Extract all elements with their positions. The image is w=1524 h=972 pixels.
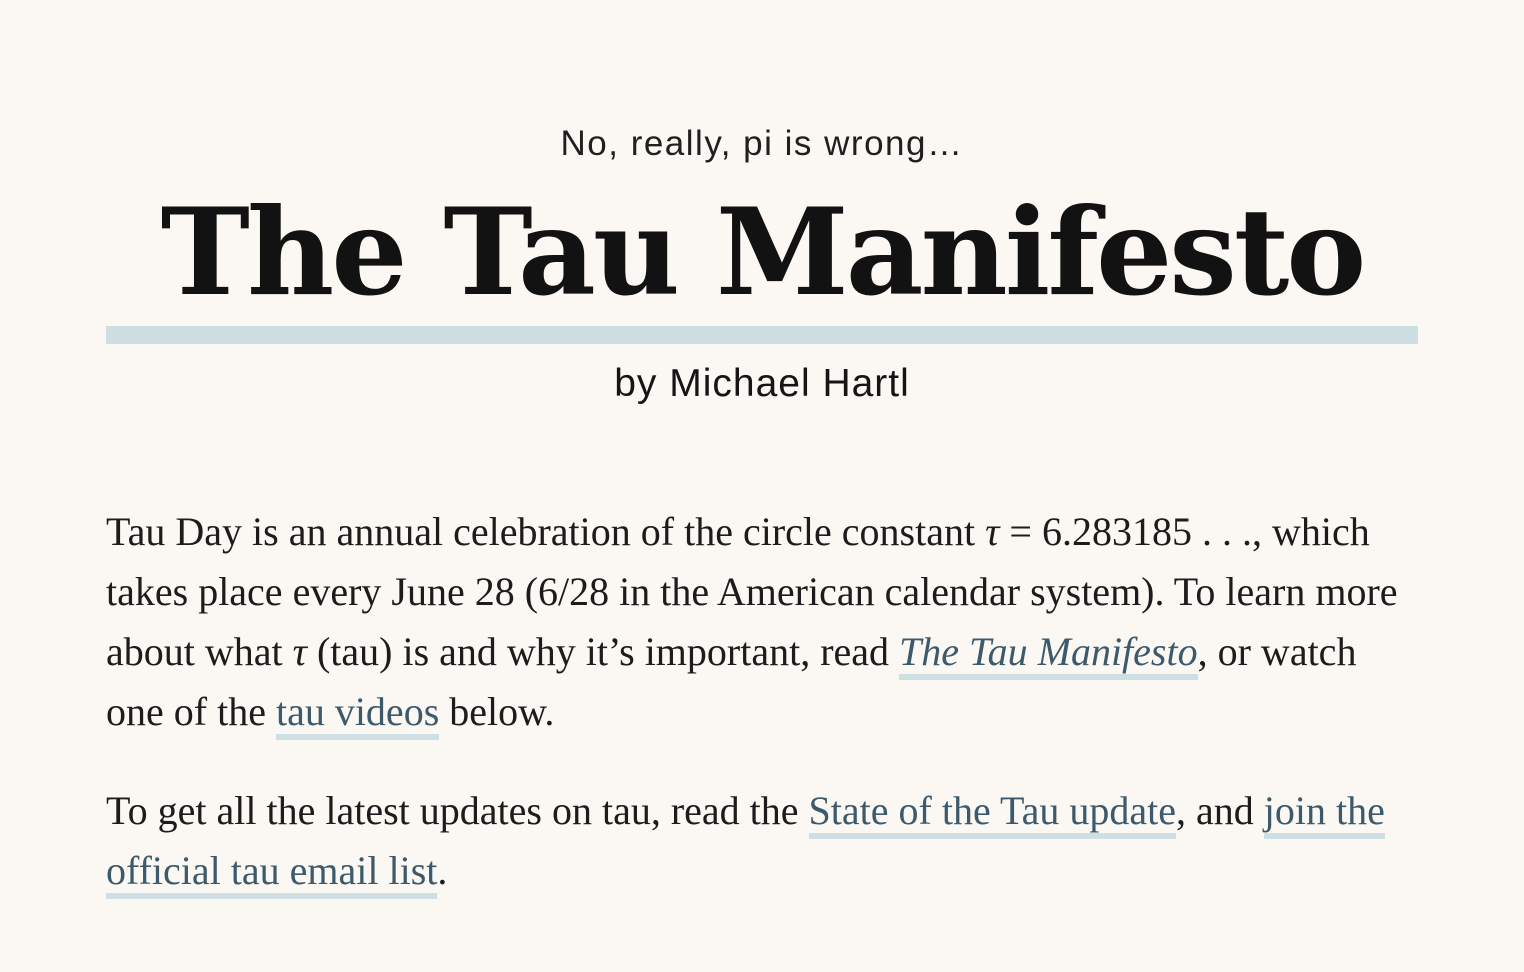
text-segment: .: [437, 848, 448, 893]
text-segment: (tau) is and why it’s important, read: [306, 629, 900, 674]
tau-manifesto-link[interactable]: The Tau Manifesto: [899, 629, 1198, 680]
text-segment: below.: [439, 689, 555, 734]
tau-email-list-link[interactable]: join the official tau email list: [106, 788, 1385, 899]
tagline: No, really, pi is wrong…: [560, 124, 964, 163]
intro-paragraph-1: Tau Day is an annual celebration of the …: [106, 502, 1406, 742]
state-of-tau-update-link[interactable]: State of the Tau update: [808, 788, 1176, 839]
author-byline: by Michael Hartl: [614, 362, 910, 405]
intro-paragraph-2: To get all the latest updates on tau, re…: [106, 781, 1406, 901]
text-segment: , and: [1176, 788, 1264, 833]
tau-symbol: τ: [985, 509, 1000, 554]
text-segment: Tau Day is an annual celebration of the …: [106, 509, 986, 554]
text-segment: = 6.283185 . . ., which takes place ever…: [106, 509, 1398, 674]
text-segment: , or watch one of the: [106, 629, 1357, 734]
tau-videos-link[interactable]: tau videos: [275, 689, 440, 740]
title-underline-rule: [106, 326, 1418, 344]
text-segment: To get all the latest updates on tau, re…: [106, 788, 809, 833]
intro-text: Tau Day is an annual celebration of the …: [106, 502, 1406, 940]
tau-symbol: τ: [292, 629, 307, 674]
page-title: The Tau Manifesto: [160, 182, 1367, 323]
